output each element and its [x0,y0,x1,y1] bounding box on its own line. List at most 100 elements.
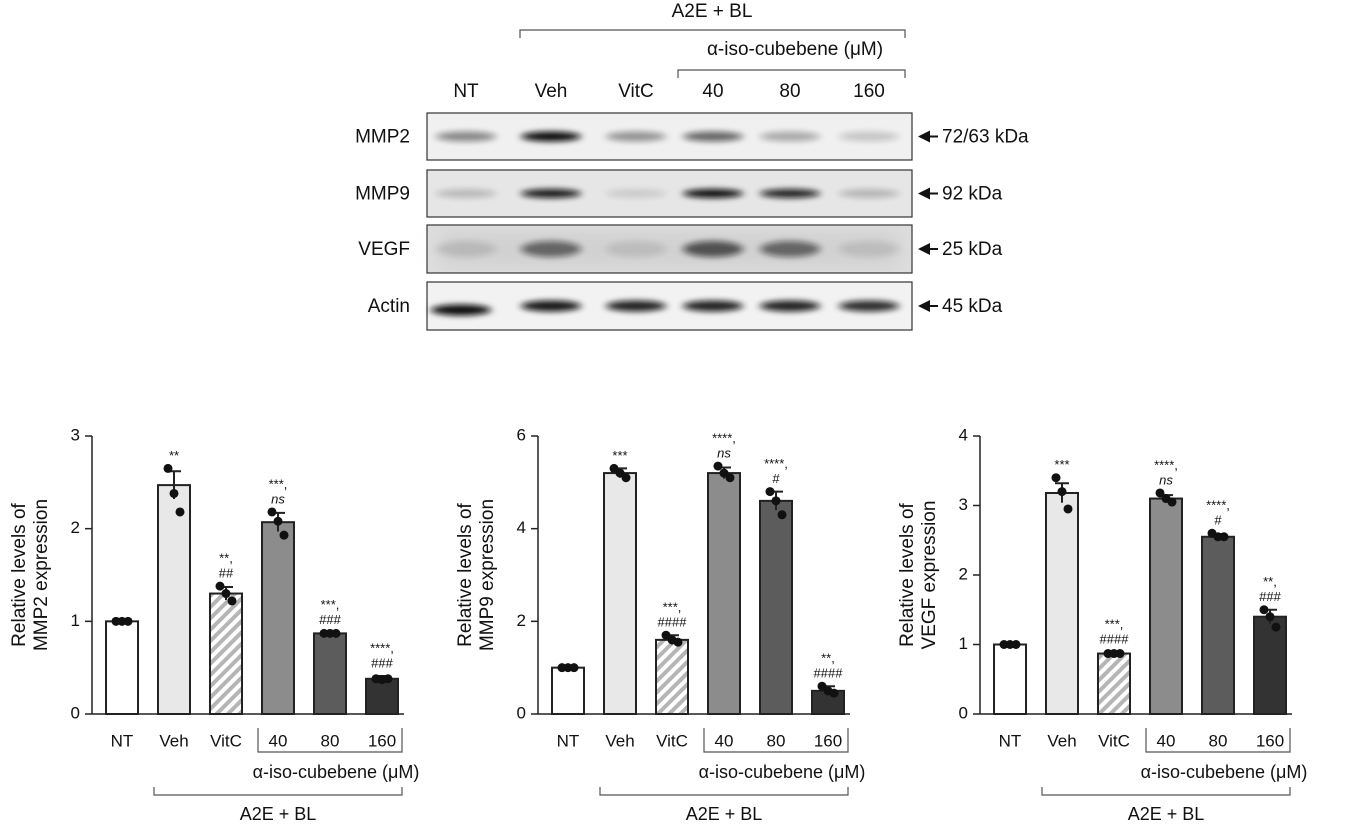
bracket [703,728,849,753]
data-point [1057,487,1067,497]
data-point [267,507,277,517]
data-point [1115,649,1125,659]
y-axis-label: MMP9 expression [477,499,498,651]
x-tick-label: 80 [1209,731,1228,750]
x-tick-label: 40 [715,731,734,750]
arrow [918,187,930,200]
blot-group-label: A2E + BL [672,1,753,22]
data-point [1259,605,1269,615]
data-point [1219,532,1229,542]
lane-label: VitC [618,81,654,102]
significance-label: ns [1159,472,1173,487]
significance-label: ns [271,491,285,506]
bar [707,472,741,716]
x-tick-label: 40 [1157,731,1176,750]
y-tick-label: 2 [71,518,80,537]
bracket [677,69,906,78]
blot-band [431,304,491,316]
y-tick-label: 1 [71,611,80,630]
data-point [175,507,185,517]
data-point [215,581,225,591]
blot-band [606,241,666,257]
blot-band [760,241,820,257]
data-point [765,487,775,497]
blot-smear [440,231,900,267]
bar [1201,535,1235,716]
bracket-label: α-iso-cubebene (μM) [1141,762,1308,782]
bar-chart: Relative levels of MMP9 expression 0 2 4 6 NT *… [455,425,865,823]
x-tick-label: VitC [1098,731,1130,750]
y-axis-label: Relative levels of [9,502,30,646]
y-tick-label: 0 [517,703,526,722]
x-tick-label: 40 [269,731,288,750]
bar [759,499,793,715]
arrow [918,243,930,255]
significance-label: *** [612,448,627,463]
significance-label: #### [814,666,844,681]
blot-band [839,241,899,257]
significance-label: ****, [1206,498,1230,513]
x-tick-label: 160 [814,731,842,750]
lane-label: Veh [535,81,568,102]
blot-band [683,131,743,142]
data-point [1051,473,1061,483]
bar [1045,491,1079,715]
x-tick-label: Veh [1047,731,1076,750]
x-tick-label: NT [557,731,580,750]
bar [157,484,191,716]
data-point [1167,497,1177,507]
significance-label: ****, [712,431,736,446]
blot-band [839,189,899,198]
significance-label: ns [717,446,731,461]
significance-label: ****, [1154,457,1178,472]
row-label: VEGF [358,239,410,260]
arrow [918,300,930,312]
significance-label: **, [1263,574,1277,589]
arrow [918,130,930,143]
data-point [123,616,133,626]
bar [313,632,347,716]
x-tick-label: 160 [1256,731,1284,750]
data-point [621,473,631,483]
significance-label: **, [821,651,835,666]
row-label: Actin [368,296,410,317]
data-point [1265,612,1275,622]
data-point [569,663,579,673]
data-point [1011,640,1021,649]
blot-band [521,300,581,312]
significance-label: ** [169,448,179,463]
x-tick-label: Veh [159,731,188,750]
data-point [331,628,341,638]
blot-band [839,300,899,312]
blot-band [683,189,743,198]
bracket [257,728,403,753]
lane-label: 40 [702,81,723,102]
y-tick-label: 1 [959,634,968,653]
size-label: 45 kDa [942,296,1003,317]
blot-band [760,300,820,312]
lane-label: 80 [779,81,800,102]
y-tick-label: 0 [71,703,80,722]
y-axis-label: Relative levels of [455,502,476,646]
bar [1149,497,1183,715]
row-label: MMP2 [355,127,410,148]
blot-band [606,300,666,312]
data-point [383,674,393,684]
data-point [227,596,237,606]
bar [209,592,243,715]
x-tick-label: VitC [210,731,242,750]
x-tick-label: NT [999,731,1022,750]
lane-label: NT [453,81,479,102]
group-label: A2E + BL [240,804,317,824]
blot-panel [426,169,913,218]
y-axis-label: VEGF expression [919,501,940,650]
y-tick-label: 2 [517,611,526,630]
bracket-label: α-iso-cubebene (μM) [699,762,866,782]
size-label: 92 kDa [942,184,1003,205]
blot-band [521,189,581,198]
y-tick-label: 2 [959,564,968,583]
blot-band [683,241,743,257]
x-tick-label: Veh [605,731,634,750]
data-point [279,530,289,540]
